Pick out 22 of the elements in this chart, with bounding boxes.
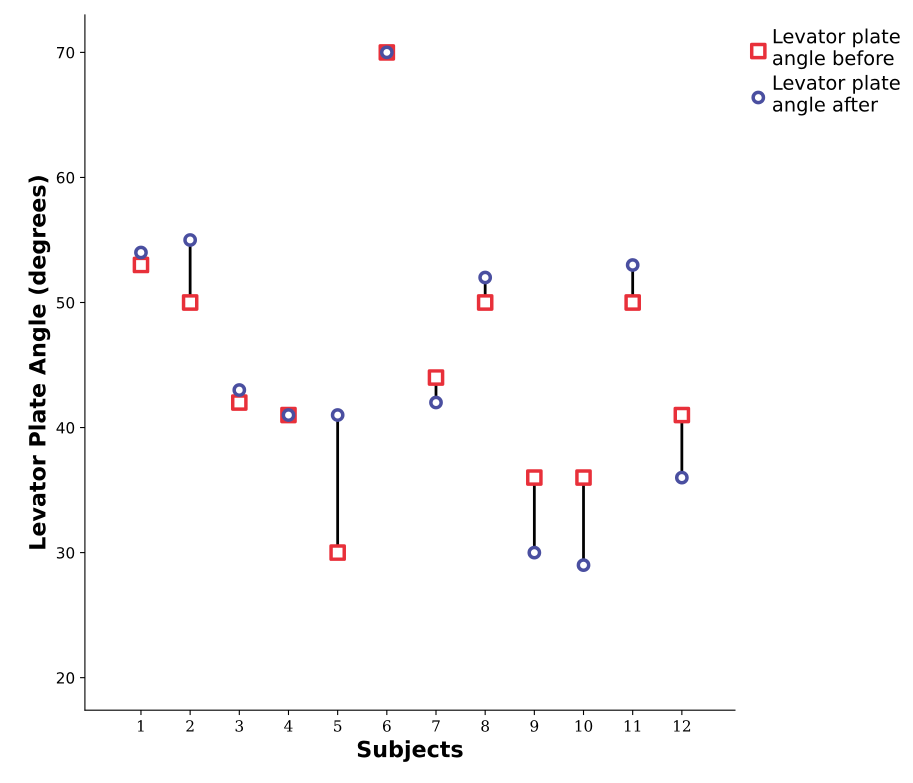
- legend-label: Levator plate angle before: [773, 28, 900, 70]
- y-tick-label: 60: [56, 172, 74, 184]
- y-axis-title: Levator Plate Angle (degrees): [28, 176, 50, 549]
- x-tick-label: 8: [481, 720, 489, 732]
- x-axis-title: Subjects: [358, 740, 463, 762]
- y-tick-label: 20: [56, 672, 74, 684]
- y-tick-label: 50: [56, 296, 74, 309]
- x-tick-label: 3: [236, 720, 244, 732]
- x-tick-label: 6: [382, 720, 391, 732]
- y-tick-label: 40: [56, 422, 74, 434]
- x-tick-label: 11: [624, 720, 640, 732]
- x-tick-label: 4: [284, 720, 293, 732]
- y-tick-label: 30: [56, 547, 74, 559]
- x-tick-label: 5: [334, 720, 342, 732]
- x-tick-label: 7: [432, 720, 440, 732]
- x-tick-label: 12: [674, 720, 690, 732]
- x-tick-label: 9: [530, 720, 538, 732]
- legend-label: Levator plate angle after: [773, 74, 900, 116]
- y-tick-label: 70: [57, 46, 74, 58]
- x-tick-label: 10: [576, 720, 592, 732]
- x-tick-label: 2: [186, 720, 194, 732]
- x-tick-label: 1: [138, 720, 144, 732]
